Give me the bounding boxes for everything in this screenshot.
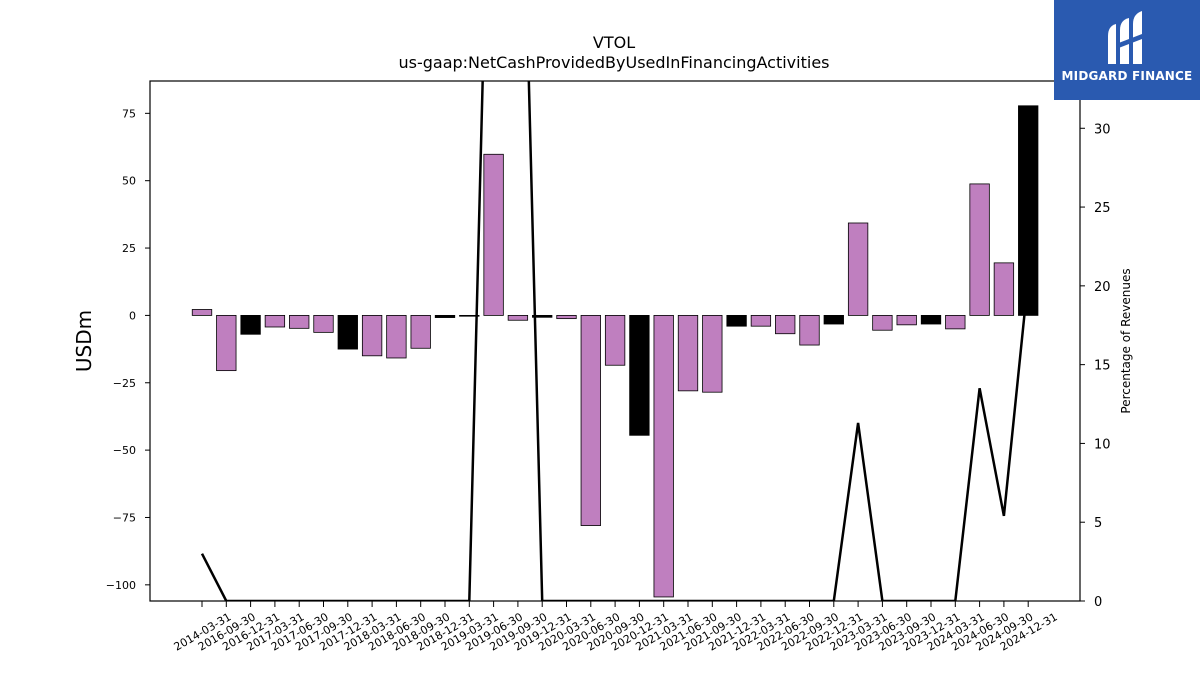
y-tick-label: 50 bbox=[122, 175, 136, 188]
bar-2019-09-30 bbox=[507, 314, 529, 321]
y2-tick-label: 30 bbox=[1094, 122, 1111, 137]
y2-tick-label: 15 bbox=[1094, 359, 1111, 374]
y2-tick-label: 20 bbox=[1094, 280, 1111, 295]
bar-2023-12-31 bbox=[920, 314, 942, 325]
chart-title: VTOL bbox=[593, 33, 635, 52]
y2-tick-label: 5 bbox=[1094, 516, 1102, 531]
y-axis-right: 30 25 20 15 10 5 0 bbox=[1080, 122, 1111, 610]
bar-2024-06-30 bbox=[969, 183, 990, 316]
bar-2023-09-30 bbox=[896, 314, 917, 326]
y2-axis-label: Percentage of Revenues bbox=[1119, 268, 1133, 413]
bar-2023-03-31 bbox=[847, 222, 869, 316]
bar-2016-09-30 bbox=[216, 314, 237, 372]
y2-tick-label: 0 bbox=[1094, 595, 1102, 610]
bar-2023-06-30 bbox=[872, 314, 893, 331]
bar-2022-12-31 bbox=[823, 314, 844, 325]
y2-tick-label: 10 bbox=[1094, 437, 1111, 452]
bar-2021-03-31 bbox=[653, 314, 674, 598]
line-layer bbox=[200, 81, 1030, 601]
bar-2020-09-30 bbox=[604, 314, 626, 366]
bar-2017-09-30 bbox=[313, 314, 334, 333]
logo-text: MIDGARD FINANCE bbox=[1061, 69, 1193, 83]
y-axis-label: USDm bbox=[72, 310, 96, 372]
logo-mark-icon bbox=[1108, 11, 1142, 64]
chart-subtitle: us-gaap:NetCashProvidedByUsedInFinancing… bbox=[398, 53, 829, 72]
bar-2014-03-31 bbox=[191, 309, 213, 316]
midgard-finance-logo: MIDGARD FINANCE bbox=[1054, 0, 1200, 100]
bar-2021-09-30 bbox=[702, 314, 723, 393]
y-tick-label: 25 bbox=[122, 242, 136, 255]
bar-2020-03-31 bbox=[556, 314, 577, 320]
bar-2020-06-30 bbox=[580, 314, 601, 526]
bar-2017-06-30 bbox=[289, 314, 310, 329]
bar-2018-12-31 bbox=[434, 314, 456, 318]
y-tick-label: −25 bbox=[113, 377, 136, 390]
bar-2021-06-30 bbox=[677, 314, 699, 392]
y-tick-label: 75 bbox=[122, 107, 136, 120]
x-axis: 2014-03-312016-09-302016-12-312017-03-31… bbox=[172, 601, 1060, 654]
bar-2018-09-30 bbox=[410, 314, 431, 349]
bar-2017-03-31 bbox=[264, 314, 286, 328]
bar-2024-03-31 bbox=[945, 314, 966, 330]
bar-2018-06-30 bbox=[386, 314, 407, 359]
bar-2022-06-30 bbox=[775, 314, 796, 335]
y-tick-label: 0 bbox=[129, 309, 136, 322]
bar-2019-12-31 bbox=[532, 314, 553, 318]
bar-2021-12-31 bbox=[726, 314, 747, 327]
percentage-of-revenues-line bbox=[200, 81, 1030, 601]
bar-2018-03-31 bbox=[361, 314, 383, 357]
y2-tick-label: 25 bbox=[1094, 201, 1111, 216]
bar-2017-12-31 bbox=[337, 314, 358, 350]
bars-layer bbox=[191, 105, 1039, 598]
bar-2019-03-31 bbox=[459, 314, 480, 317]
bar-2024-09-30 bbox=[993, 262, 1015, 316]
bar-2019-06-30 bbox=[483, 153, 504, 316]
bar-2020-12-31 bbox=[629, 314, 650, 436]
bar-2024-12-31 bbox=[1018, 105, 1039, 316]
bar-2016-12-31 bbox=[240, 314, 261, 335]
bar-2022-09-30 bbox=[799, 314, 820, 346]
bar-2022-03-31 bbox=[750, 314, 772, 327]
y-tick-label: −75 bbox=[113, 511, 136, 524]
y-tick-label: −100 bbox=[106, 579, 136, 592]
y-tick-label: −50 bbox=[113, 444, 136, 457]
y-axis-left: 75 50 25 0 −25 −50 −75 −100 bbox=[106, 107, 150, 592]
